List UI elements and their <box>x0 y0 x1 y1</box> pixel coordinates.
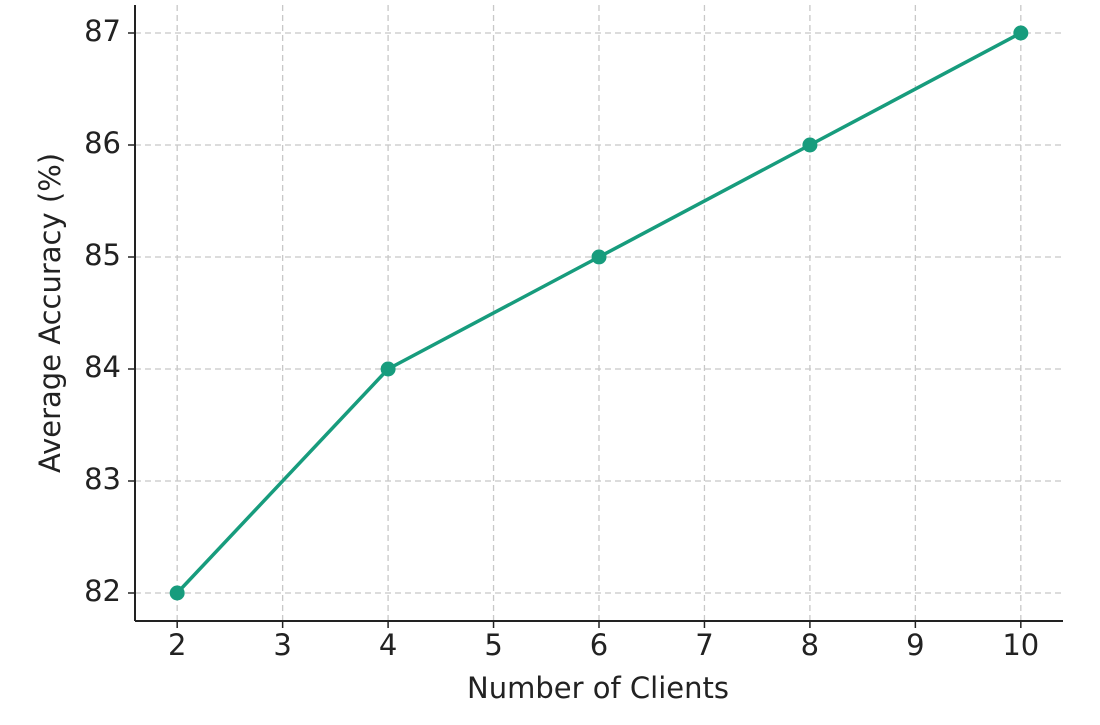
y-tick-label: 82 <box>84 574 121 608</box>
x-tick-label: 10 <box>1002 628 1039 662</box>
point <box>591 249 607 265</box>
x-tick-label: 5 <box>484 628 502 662</box>
x-axis-label: Number of Clients <box>467 671 729 705</box>
x-tick-label: 4 <box>379 628 397 662</box>
x-tick-label: 7 <box>695 628 713 662</box>
point <box>802 137 818 153</box>
y-tick-label: 83 <box>84 462 121 496</box>
x-tick-label: 3 <box>273 628 291 662</box>
y-tick-label: 85 <box>84 238 121 272</box>
point <box>1013 25 1029 41</box>
y-tick-label: 86 <box>84 126 121 160</box>
x-tick-label: 8 <box>801 628 819 662</box>
y-tick-label: 84 <box>84 350 121 384</box>
point <box>169 585 185 601</box>
x-tick-label: 6 <box>590 628 608 662</box>
y-tick-label: 87 <box>84 14 121 48</box>
x-tick-label: 2 <box>168 628 186 662</box>
y-axis-label: Average Accuracy (%) <box>33 153 67 473</box>
point <box>380 361 396 377</box>
x-tick-label: 9 <box>906 628 924 662</box>
